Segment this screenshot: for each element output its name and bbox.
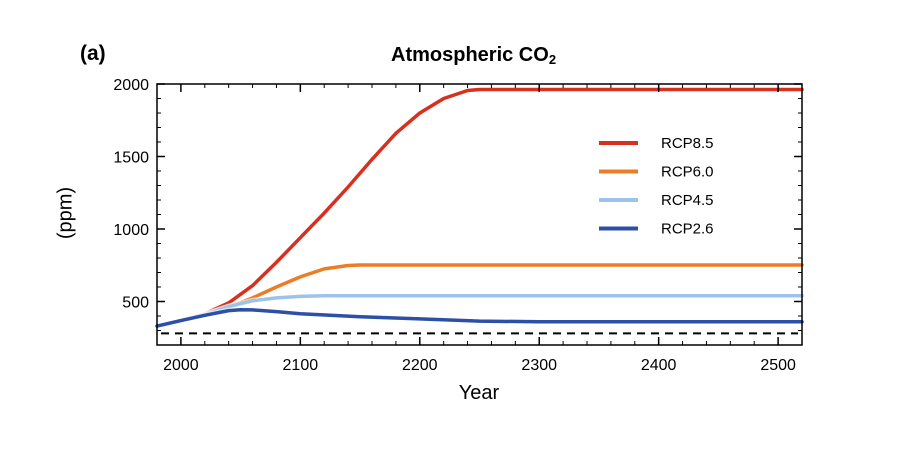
chart-title-subscript: 2 (548, 52, 557, 67)
series-halo-rcp26 (154, 306, 805, 330)
chart-title: Atmospheric CO2 (391, 44, 556, 67)
y-tick-label: 500 (122, 295, 149, 312)
x-tick-label: 2100 (283, 357, 319, 374)
y-tick-label: 2000 (113, 77, 149, 94)
x-tick-label: 2300 (521, 357, 557, 374)
series-line-rcp26 (155, 308, 804, 328)
legend-label-rcp60: RCP6.0 (661, 164, 714, 181)
legend-label-rcp26: RCP2.6 (661, 221, 714, 238)
chart-title-main: Atmospheric CO (391, 44, 549, 66)
x-tick-label: 2500 (760, 357, 796, 374)
x-tick-label: 2000 (163, 357, 199, 374)
x-axis-label: Year (458, 382, 500, 404)
plot-frame (156, 83, 803, 346)
series-line-rcp85 (155, 87, 804, 328)
panel-label: (a) (80, 42, 106, 65)
y-tick-label: 1500 (113, 150, 149, 167)
legend-label-rcp85: RCP8.5 (661, 135, 714, 152)
y-tick-label: 1000 (113, 222, 149, 239)
x-tick-label: 2200 (402, 357, 438, 374)
legend-label-rcp45: RCP4.5 (661, 192, 714, 209)
x-tick-label: 2400 (641, 357, 677, 374)
